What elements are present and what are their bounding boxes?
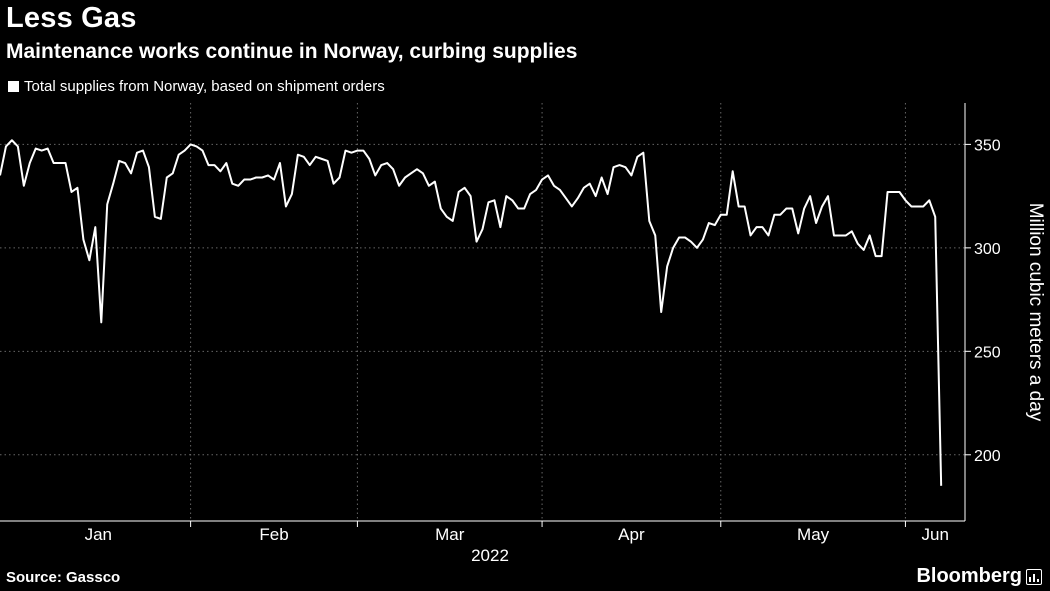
gridlines [0, 103, 965, 521]
x-tick-label: Apr [618, 525, 645, 544]
x-tick-label: Mar [435, 525, 465, 544]
legend: Total supplies from Norway, based on shi… [8, 78, 385, 95]
series-line [0, 139, 943, 486]
x-tick-label: Jan [85, 525, 112, 544]
y-tick-labels: 200 250 300 350 [974, 137, 1001, 464]
y-axis-title: Million cubic meters a day [1025, 203, 1046, 422]
x-axis-year-label: 2022 [471, 546, 509, 565]
bloomberg-terminal-icon [1026, 568, 1042, 585]
y-tick-label: 350 [974, 137, 1001, 154]
x-tick-label: May [797, 525, 830, 544]
chart-title: Less Gas [6, 2, 137, 34]
x-tick-labels: Jan Feb Mar Apr May Jun [85, 525, 949, 544]
chart-subtitle: Maintenance works continue in Norway, cu… [6, 40, 578, 63]
legend-swatch [8, 81, 19, 92]
x-tick-label: Feb [259, 525, 288, 544]
axes [0, 103, 971, 527]
y-tick-label: 250 [974, 344, 1001, 361]
source-note: Source: Gassco [6, 569, 121, 586]
y-tick-label: 200 [974, 448, 1001, 465]
bloomberg-logo: Bloomberg [916, 565, 1042, 588]
x-tick-label: Jun [922, 525, 949, 544]
legend-label: Total supplies from Norway, based on shi… [24, 78, 385, 95]
y-tick-label: 300 [974, 241, 1001, 258]
brand-name: Bloomberg [916, 565, 1022, 587]
